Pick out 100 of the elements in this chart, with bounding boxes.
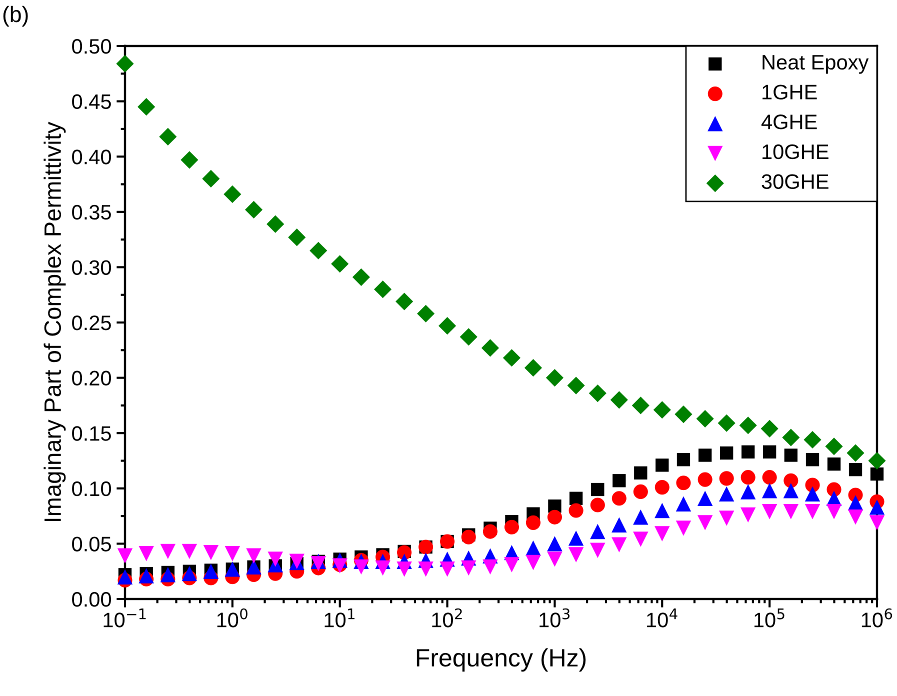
point	[697, 490, 713, 506]
point	[591, 482, 604, 496]
point	[396, 562, 412, 577]
point	[610, 391, 628, 409]
point	[504, 557, 520, 572]
point	[653, 401, 671, 419]
point	[762, 483, 778, 498]
point	[804, 486, 820, 502]
point	[546, 369, 564, 387]
point	[547, 552, 562, 567]
point	[568, 503, 584, 518]
point	[202, 170, 220, 188]
point	[568, 547, 584, 562]
point	[654, 502, 670, 518]
point	[438, 317, 456, 335]
point	[804, 430, 822, 449]
point	[244, 200, 263, 218]
y-tick-label: 0.30	[72, 260, 111, 275]
point	[827, 457, 841, 471]
x-tick-label: 10$^{4}$	[647, 608, 678, 628]
point	[354, 559, 369, 575]
point	[784, 473, 798, 488]
point	[418, 562, 434, 577]
point	[632, 396, 650, 414]
point	[160, 544, 176, 560]
point	[588, 384, 606, 402]
point	[634, 466, 648, 480]
point	[117, 569, 133, 584]
point	[868, 452, 886, 470]
point	[654, 480, 670, 495]
y-tick-label: 0.45	[72, 94, 111, 110]
y-tick-label: 0.35	[72, 204, 111, 220]
point	[760, 420, 778, 438]
point	[331, 255, 349, 273]
point	[676, 476, 691, 490]
point	[782, 428, 800, 446]
point	[656, 458, 669, 472]
text: (b)	[3, 6, 28, 27]
point	[182, 566, 198, 582]
point	[783, 504, 799, 520]
point	[848, 463, 862, 476]
point	[676, 453, 690, 466]
point	[612, 537, 627, 552]
point	[266, 215, 284, 233]
point	[633, 532, 648, 547]
point	[461, 560, 476, 576]
point	[870, 467, 884, 481]
point	[633, 484, 648, 499]
point	[526, 540, 541, 556]
x-tick-label: 10$^{0}$	[217, 608, 248, 628]
point	[396, 292, 414, 310]
y-tick-label: 0.05	[72, 536, 111, 552]
point	[224, 546, 240, 562]
point	[481, 339, 500, 357]
legend-label: 10GHE	[762, 144, 828, 160]
point	[869, 515, 885, 530]
point	[310, 242, 328, 260]
point	[590, 524, 606, 540]
point	[567, 376, 585, 394]
point	[374, 280, 392, 298]
point	[526, 515, 541, 530]
point	[674, 406, 692, 424]
point	[697, 515, 713, 530]
point	[460, 328, 478, 346]
point	[116, 54, 134, 72]
x-tick-label: 10$^{5}$	[754, 608, 784, 628]
point	[375, 560, 390, 576]
x-axis-title: Frequency (Hz)	[416, 648, 586, 672]
x-tick-label: 10$^{1}$	[324, 608, 354, 628]
point	[138, 568, 154, 584]
point	[526, 554, 541, 570]
point	[524, 359, 542, 377]
point	[440, 562, 455, 577]
point	[612, 474, 626, 488]
point	[482, 559, 498, 575]
point	[740, 507, 756, 523]
point	[612, 517, 627, 533]
legend-label: Neat Epoxy	[762, 55, 869, 74]
point	[182, 544, 198, 560]
point	[504, 520, 520, 534]
point	[159, 128, 177, 146]
point	[676, 496, 692, 512]
point	[719, 471, 734, 486]
point	[502, 349, 521, 367]
point	[742, 445, 755, 458]
point	[224, 185, 242, 203]
point	[352, 268, 370, 286]
legend-label: 30GHE	[762, 174, 828, 189]
point	[590, 542, 606, 558]
point	[461, 530, 476, 544]
point	[612, 491, 626, 506]
point	[826, 504, 842, 520]
point	[654, 526, 670, 542]
point	[740, 484, 756, 500]
y-tick-label: 0.10	[72, 481, 111, 496]
point	[720, 446, 734, 460]
point	[698, 472, 712, 487]
point	[417, 304, 435, 322]
point	[203, 544, 219, 560]
legend-label: 4GHE	[761, 114, 817, 130]
